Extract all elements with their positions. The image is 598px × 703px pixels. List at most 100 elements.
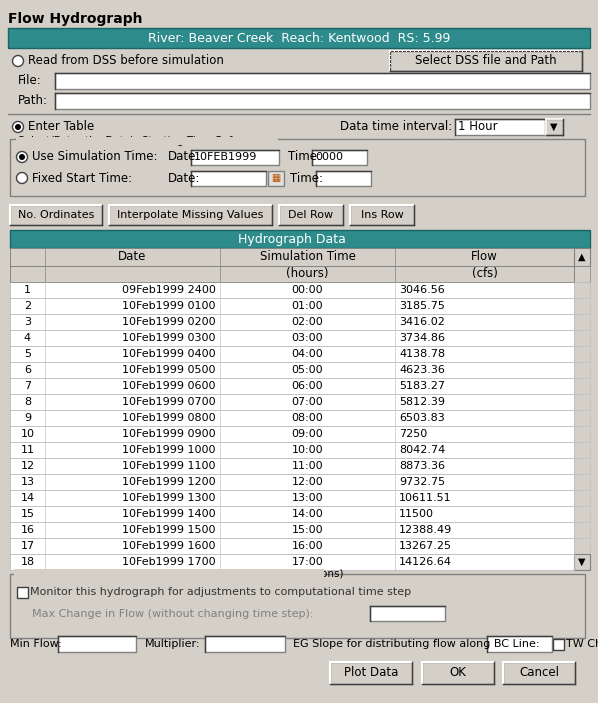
Text: 8: 8 — [24, 397, 31, 407]
Bar — [109, 205, 272, 225]
Bar — [10, 282, 574, 298]
Text: 10Feb1999 0300: 10Feb1999 0300 — [123, 333, 216, 343]
Bar — [10, 538, 574, 554]
Text: 14126.64: 14126.64 — [399, 557, 452, 567]
Text: 11500: 11500 — [399, 509, 434, 519]
Text: 8873.36: 8873.36 — [399, 461, 445, 471]
Text: 12: 12 — [20, 461, 35, 471]
Text: Time:: Time: — [290, 172, 323, 184]
Text: 2: 2 — [24, 301, 31, 311]
Text: 10611.51: 10611.51 — [399, 493, 451, 503]
Bar — [10, 346, 574, 362]
Circle shape — [19, 154, 25, 160]
Bar — [574, 426, 590, 442]
Text: Interpolate Missing Values: Interpolate Missing Values — [117, 210, 264, 220]
Bar — [268, 171, 284, 186]
Text: 13: 13 — [20, 477, 35, 487]
Bar — [574, 554, 590, 570]
Text: 00:00: 00:00 — [292, 285, 324, 295]
Text: 0000: 0000 — [315, 153, 343, 162]
Bar — [10, 574, 585, 638]
Circle shape — [13, 56, 23, 67]
Bar — [574, 442, 590, 458]
Text: 4623.36: 4623.36 — [399, 365, 445, 375]
Text: 5183.27: 5183.27 — [399, 381, 445, 391]
Text: 10Feb1999 0700: 10Feb1999 0700 — [123, 397, 216, 407]
Text: 04:00: 04:00 — [292, 349, 324, 359]
Text: 10Feb1999 0200: 10Feb1999 0200 — [123, 317, 216, 327]
Bar — [422, 662, 494, 684]
Text: 09Feb1999 2400: 09Feb1999 2400 — [122, 285, 216, 295]
Bar — [574, 522, 590, 538]
Bar — [390, 51, 582, 71]
Text: 11:00: 11:00 — [292, 461, 324, 471]
Text: 12:00: 12:00 — [292, 477, 324, 487]
Bar — [10, 230, 590, 248]
Text: 10Feb1999 1200: 10Feb1999 1200 — [123, 477, 216, 487]
Text: 15: 15 — [20, 509, 35, 519]
Text: Data time interval:: Data time interval: — [340, 120, 452, 134]
Bar — [55, 73, 590, 89]
Text: 10Feb1999 1000: 10Feb1999 1000 — [123, 445, 216, 455]
Text: 16:00: 16:00 — [292, 541, 324, 551]
Bar — [574, 394, 590, 410]
Text: 5812.39: 5812.39 — [399, 397, 445, 407]
Text: 6: 6 — [24, 365, 31, 375]
Text: Flow: Flow — [471, 250, 498, 264]
Bar — [574, 362, 590, 378]
Text: Date:: Date: — [168, 150, 200, 164]
Bar — [574, 282, 590, 298]
Bar — [350, 205, 414, 225]
Text: 3416.02: 3416.02 — [399, 317, 445, 327]
Text: Monitor this hydrograph for adjustments to computational time step: Monitor this hydrograph for adjustments … — [30, 587, 411, 597]
Text: 15:00: 15:00 — [292, 525, 324, 535]
Text: 08:00: 08:00 — [292, 413, 324, 423]
Bar — [16, 137, 278, 145]
Bar — [10, 442, 574, 458]
Text: 7250: 7250 — [399, 429, 427, 439]
Text: 4138.78: 4138.78 — [399, 349, 445, 359]
Text: 09:00: 09:00 — [292, 429, 324, 439]
Text: 10Feb1999 0500: 10Feb1999 0500 — [123, 365, 216, 375]
Bar — [574, 378, 590, 394]
Text: 5: 5 — [24, 349, 31, 359]
Bar — [553, 639, 564, 650]
Bar — [455, 119, 545, 135]
Text: ▲: ▲ — [578, 252, 586, 262]
Bar — [10, 266, 574, 282]
Bar — [17, 587, 28, 598]
Text: 10Feb1999 1300: 10Feb1999 1300 — [123, 493, 216, 503]
Text: 02:00: 02:00 — [292, 317, 324, 327]
Bar — [14, 569, 324, 579]
Text: 7: 7 — [24, 381, 31, 391]
Text: 9: 9 — [24, 413, 31, 423]
Text: 18: 18 — [20, 557, 35, 567]
Text: 10:00: 10:00 — [292, 445, 324, 455]
Bar — [191, 150, 279, 165]
Bar — [312, 150, 367, 165]
Text: Time:: Time: — [288, 150, 321, 164]
Text: River: Beaver Creek  Reach: Kentwood  RS: 5.99: River: Beaver Creek Reach: Kentwood RS: … — [148, 32, 450, 44]
Bar — [10, 314, 574, 330]
Circle shape — [17, 172, 28, 183]
Text: Simulation Time: Simulation Time — [260, 250, 355, 264]
Bar — [370, 606, 445, 621]
Text: ▼: ▼ — [550, 122, 558, 132]
Bar — [279, 205, 343, 225]
Text: 1 Hour: 1 Hour — [458, 120, 498, 134]
Text: 10Feb1999 0400: 10Feb1999 0400 — [123, 349, 216, 359]
Bar — [574, 314, 590, 330]
Circle shape — [13, 122, 23, 132]
Text: 01:00: 01:00 — [292, 301, 324, 311]
Text: 16: 16 — [20, 525, 35, 535]
Text: 9732.75: 9732.75 — [399, 477, 445, 487]
Text: Enter Table: Enter Table — [28, 120, 94, 134]
Text: Plot Data: Plot Data — [344, 666, 398, 680]
Text: 10Feb1999 1500: 10Feb1999 1500 — [123, 525, 216, 535]
Text: 10Feb1999 1700: 10Feb1999 1700 — [123, 557, 216, 567]
Text: 14: 14 — [20, 493, 35, 503]
Bar — [8, 28, 590, 48]
Bar — [58, 636, 136, 652]
Text: Del Row: Del Row — [288, 210, 334, 220]
Text: 10Feb1999 1400: 10Feb1999 1400 — [123, 509, 216, 519]
